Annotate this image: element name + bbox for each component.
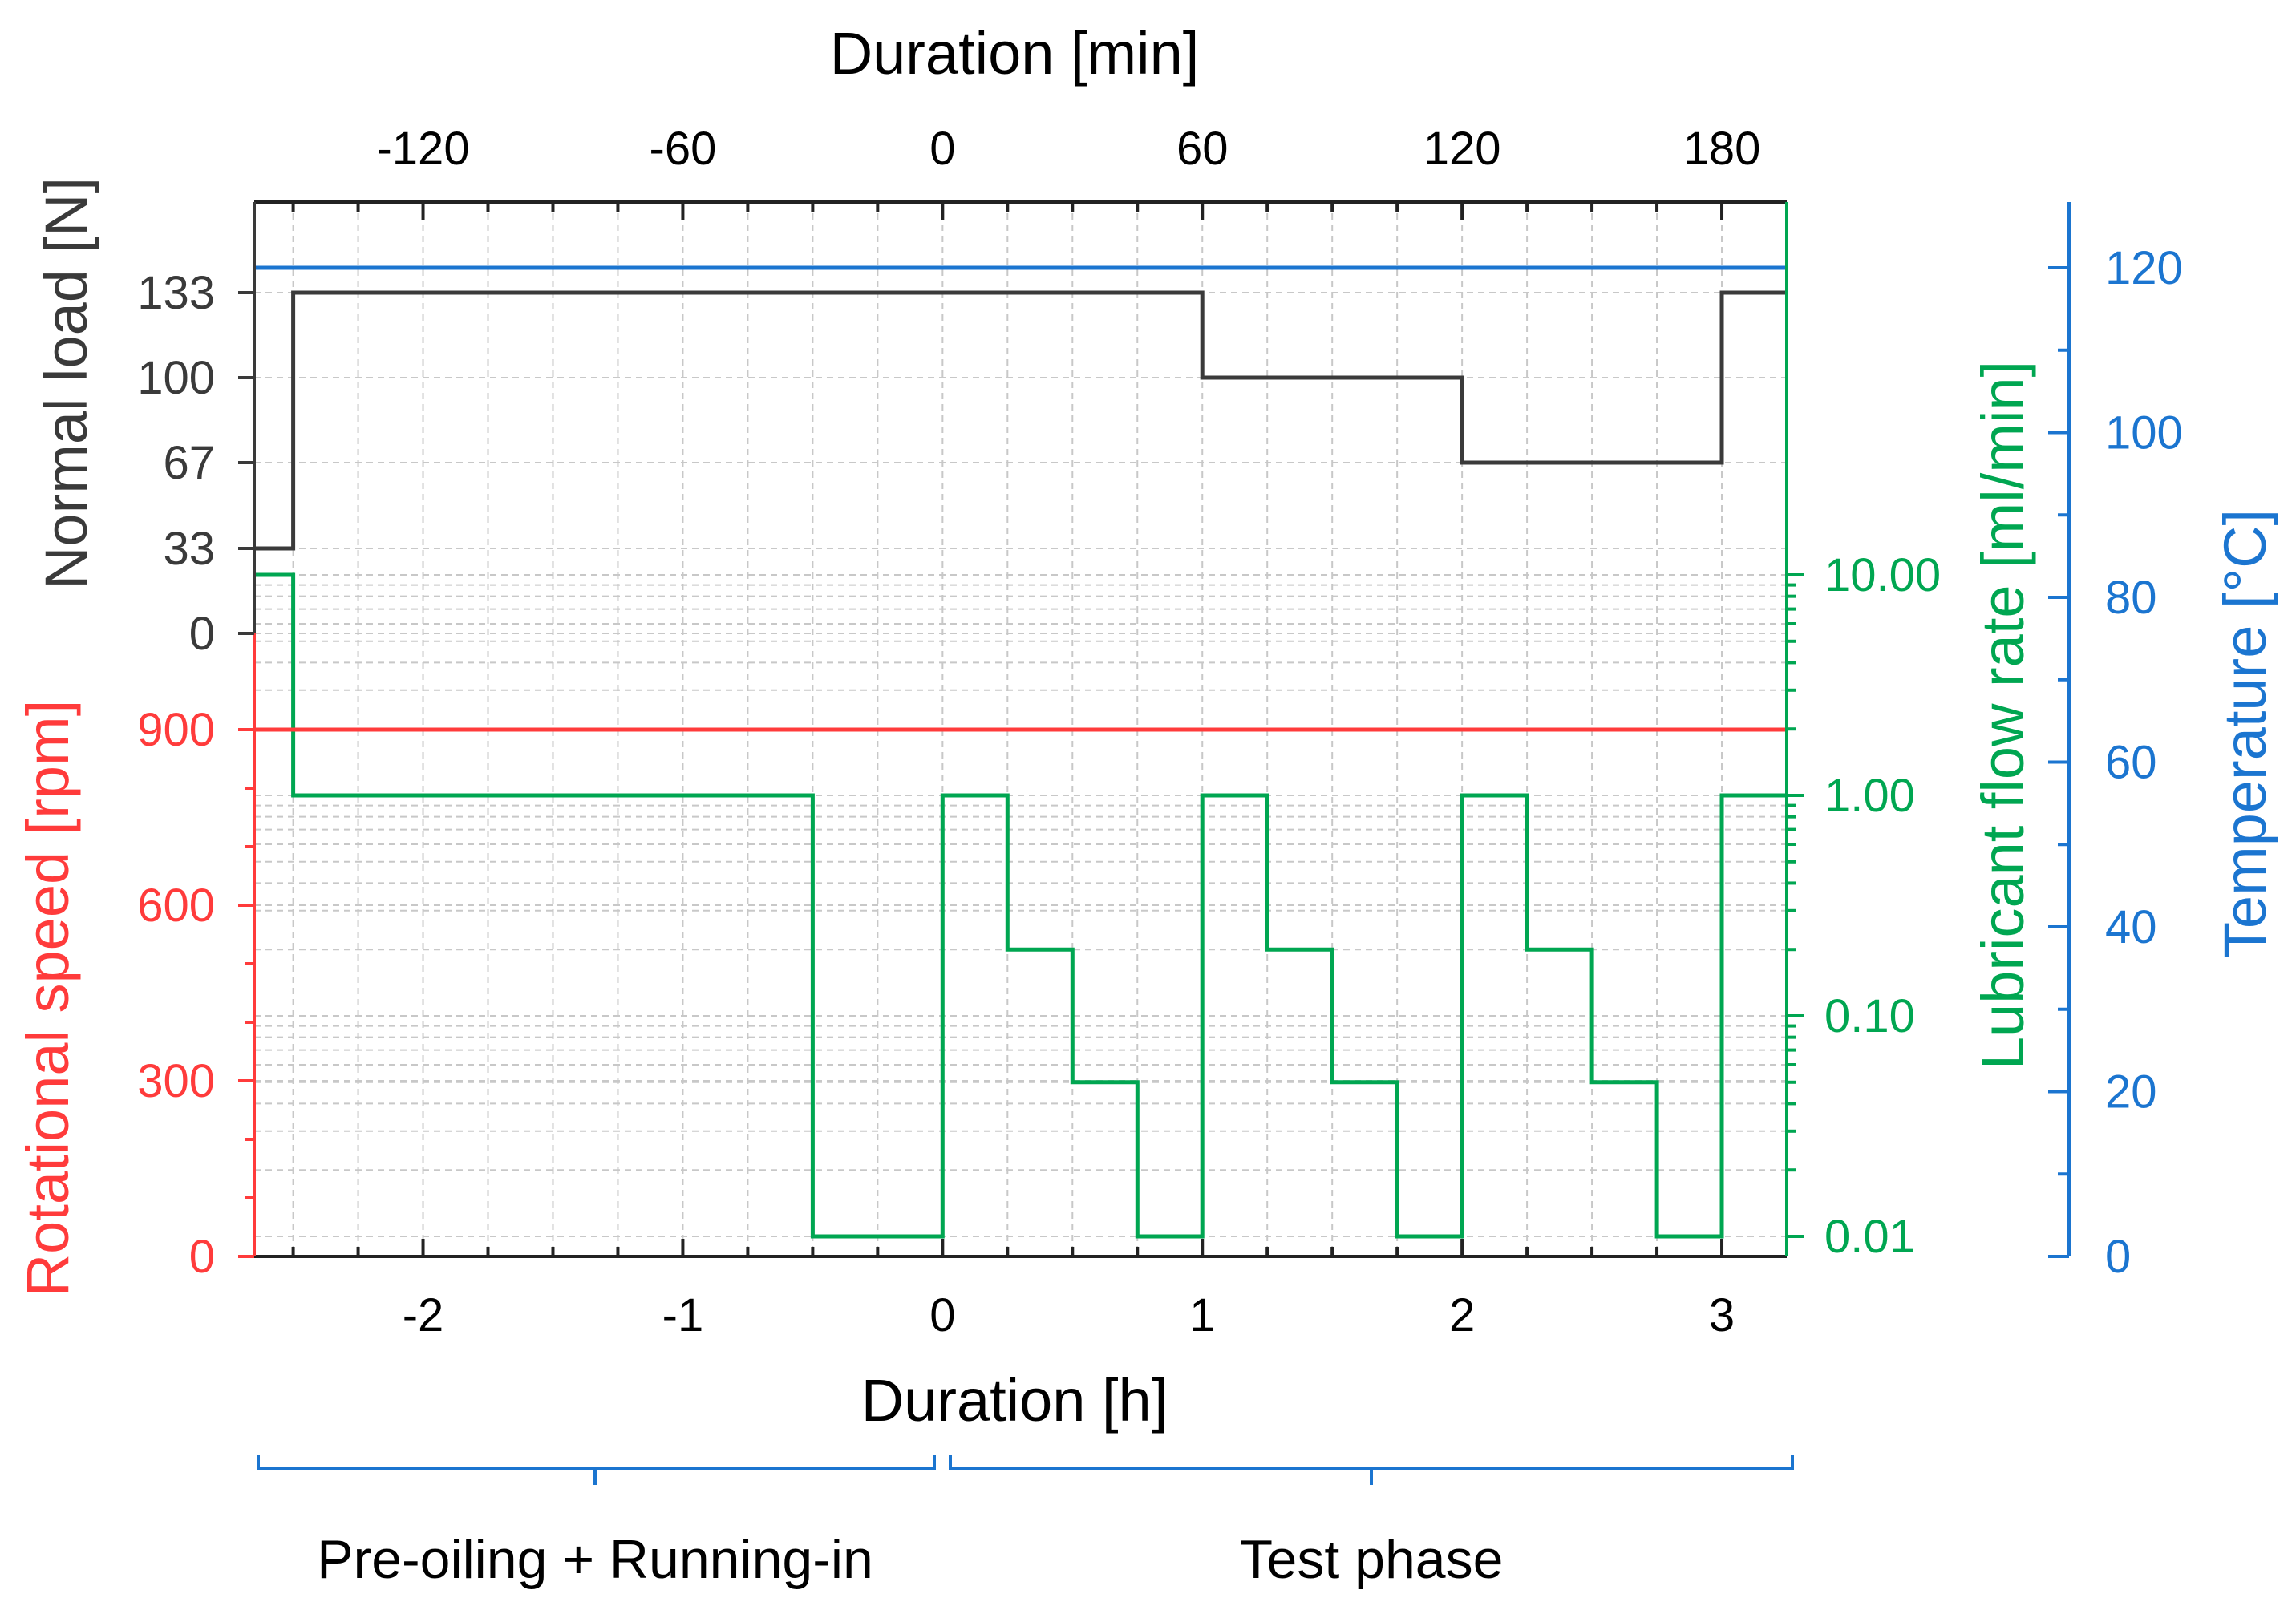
axes-layer: -2 -1 0 1 2 3 -120 -60 0 60 120 180 0 33 67 100 133 0 300 6… <box>137 123 2183 1341</box>
x-tick-label-bottom: 1 <box>1189 1289 1215 1341</box>
brace-preoiling <box>257 1455 936 1485</box>
temperature-axis-title: Temperature [°C] <box>2212 509 2278 958</box>
x-tick-label-bottom: 2 <box>1449 1289 1475 1341</box>
speed-tick-label: 900 <box>137 704 215 756</box>
phase-label-preoiling: Pre-oiling + Running-in <box>317 1529 873 1590</box>
flow-tick-label: 0.01 <box>1824 1211 1915 1263</box>
x-tick-label-bottom: 3 <box>1709 1289 1735 1341</box>
x-tick-label-top: 180 <box>1683 123 1761 175</box>
x-tick-label-top: 120 <box>1423 123 1501 175</box>
x-tick-label-top: -120 <box>376 123 469 175</box>
temperature-tick-label: 60 <box>2105 737 2157 789</box>
flow-tick-label: 1.00 <box>1824 770 1915 822</box>
x-tick-label-top: -60 <box>650 123 717 175</box>
flow-tick-label: 10.00 <box>1824 549 1941 601</box>
flow-tick-label: 0.10 <box>1824 990 1915 1042</box>
temperature-tick-label: 80 <box>2105 572 2157 624</box>
temperature-tick-label: 100 <box>2105 407 2183 459</box>
series-normal-load <box>254 290 1787 551</box>
temperature-tick-label: 120 <box>2105 242 2183 294</box>
temperature-tick-label: 40 <box>2105 901 2157 953</box>
temperature-tick-label: 20 <box>2105 1066 2157 1119</box>
x-tick-label-bottom: 0 <box>929 1289 955 1341</box>
load-tick-label: 0 <box>189 608 215 660</box>
load-tick-label: 133 <box>137 267 215 319</box>
series-layer <box>254 265 1787 1239</box>
rotational-speed-axis-title: Rotational speed [rpm] <box>14 700 81 1297</box>
series-lubricant-flow-rate <box>254 572 1787 1239</box>
normal-load-axis-title: Normal load [N] <box>33 177 99 589</box>
phase-label-test: Test phase <box>1240 1529 1504 1590</box>
x-tick-label-bottom: -1 <box>662 1289 704 1341</box>
flow-rate-axis-title: Lubricant flow rate [ml/min] <box>1970 361 2036 1070</box>
grid <box>254 202 1787 1256</box>
load-tick-label: 67 <box>163 437 215 489</box>
speed-tick-label: 0 <box>189 1231 215 1283</box>
x-tick-label-top: 0 <box>929 123 955 175</box>
x-tick-label-bottom: -2 <box>403 1289 444 1341</box>
temperature-tick-label: 0 <box>2105 1231 2131 1283</box>
speed-tick-label: 600 <box>137 880 215 932</box>
load-tick-label: 33 <box>163 523 215 575</box>
load-tick-label: 100 <box>137 352 215 404</box>
x-tick-label-top: 60 <box>1176 123 1229 175</box>
speed-tick-label: 300 <box>137 1055 215 1107</box>
top-axis-title: Duration [min] <box>830 20 1200 87</box>
brace-test-phase <box>949 1455 1794 1485</box>
bottom-axis-title: Duration [h] <box>861 1367 1168 1434</box>
